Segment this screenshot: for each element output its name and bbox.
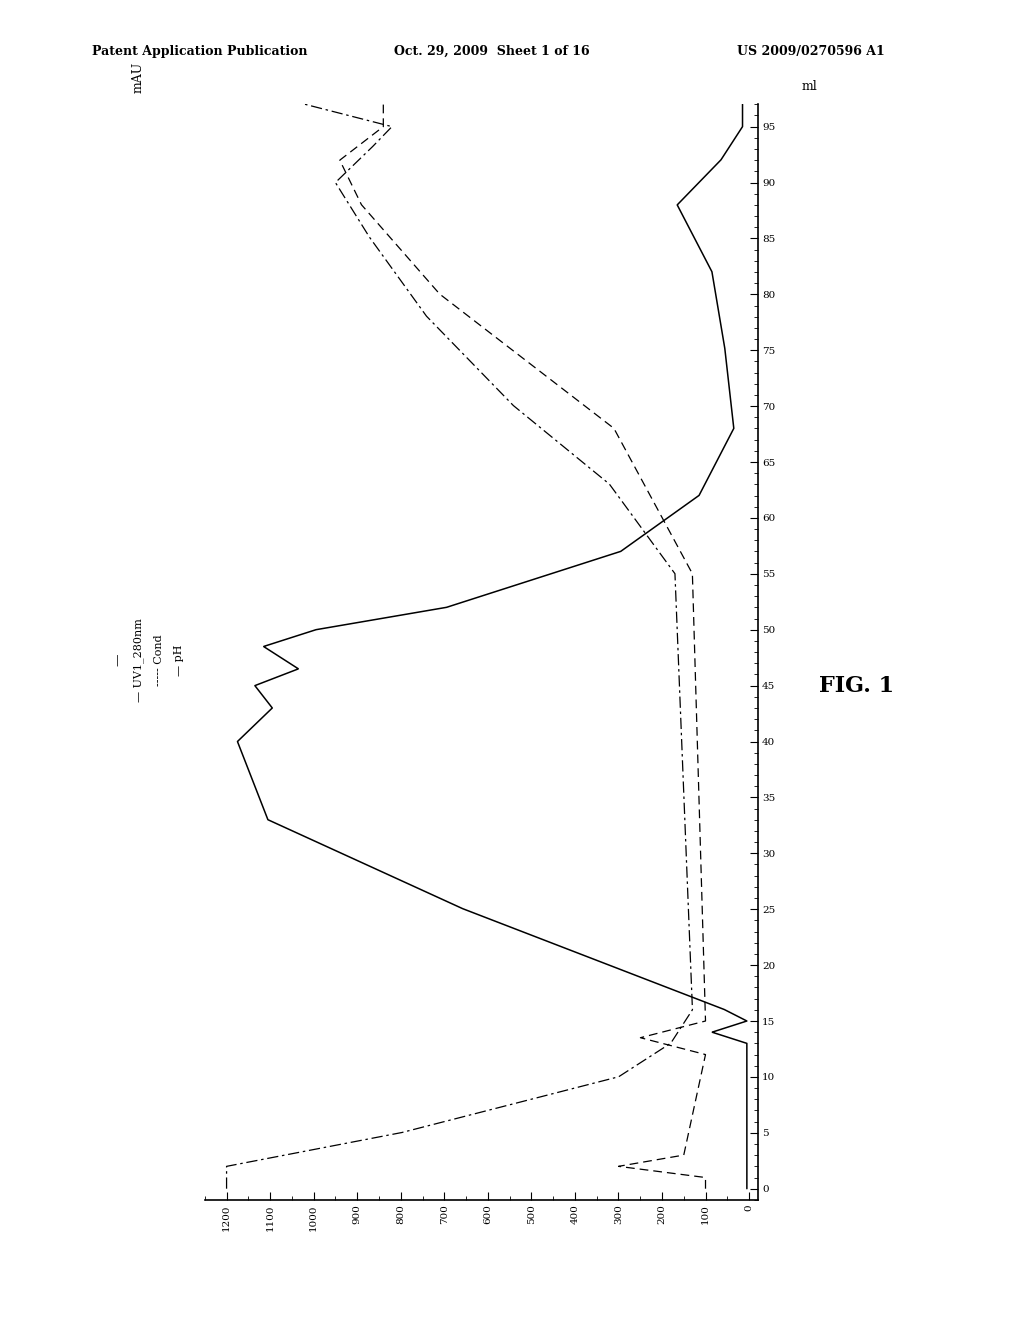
Text: — UV1_280nm: — UV1_280nm xyxy=(133,618,143,702)
Text: ----- Cond: ----- Cond xyxy=(154,634,164,686)
Text: Patent Application Publication: Patent Application Publication xyxy=(92,45,307,58)
Text: — pH: — pH xyxy=(174,644,184,676)
Text: ml: ml xyxy=(802,81,818,94)
Text: FIG. 1: FIG. 1 xyxy=(819,676,894,697)
Text: US 2009/0270596 A1: US 2009/0270596 A1 xyxy=(737,45,885,58)
Text: Oct. 29, 2009  Sheet 1 of 16: Oct. 29, 2009 Sheet 1 of 16 xyxy=(394,45,590,58)
Text: mAU: mAU xyxy=(132,62,145,94)
Text: —: — xyxy=(112,653,124,667)
